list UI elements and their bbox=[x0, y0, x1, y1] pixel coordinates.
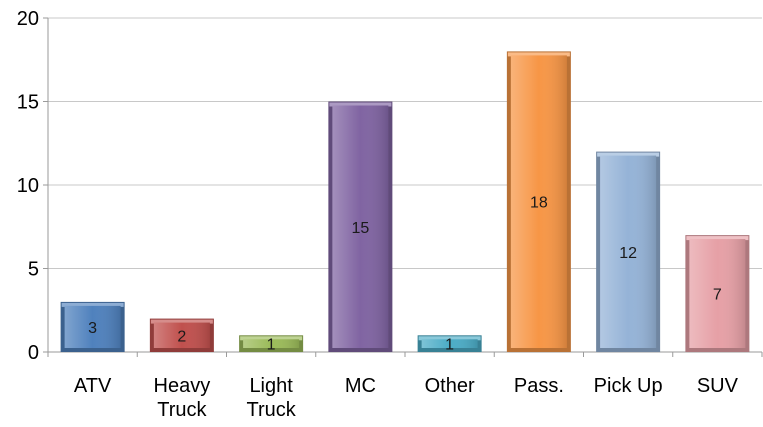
bar-top-highlight bbox=[507, 52, 570, 57]
bar-mc bbox=[328, 101, 393, 352]
data-label-other: 1 bbox=[445, 337, 454, 354]
bar-light-truck bbox=[239, 335, 304, 352]
data-labels: 3 2 1 15 1 18 12 7 bbox=[88, 195, 722, 354]
x-tick-label-light-truck: Light Truck bbox=[246, 375, 296, 421]
data-label-pick-up: 12 bbox=[619, 245, 637, 262]
x-tick-label-line: Truck bbox=[157, 399, 207, 421]
bar-sheen bbox=[153, 322, 210, 348]
y-tick-label: 15 bbox=[17, 92, 39, 114]
data-label-heavy-truck: 2 bbox=[177, 328, 186, 345]
y-axis-tick-labels: 0 5 10 15 20 bbox=[17, 8, 39, 364]
y-tick-label: 20 bbox=[17, 8, 39, 30]
bar-top-highlight bbox=[329, 102, 392, 107]
bar-other bbox=[417, 335, 482, 352]
bar-top-highlight bbox=[150, 319, 213, 324]
bar-top-highlight bbox=[240, 336, 303, 341]
data-label-light-truck: 1 bbox=[267, 337, 276, 354]
x-tick-label-atv: ATV bbox=[74, 375, 112, 397]
x-tick-label-line: ATV bbox=[74, 375, 112, 397]
bar-sheen bbox=[64, 305, 121, 348]
x-tick-label-heavy-truck: Heavy Truck bbox=[154, 375, 211, 421]
x-tick-label-pass: Pass. bbox=[514, 375, 564, 397]
x-tick-label-line: Other bbox=[425, 375, 475, 397]
bars bbox=[60, 51, 750, 353]
x-tick-label-pick-up: Pick Up bbox=[594, 375, 663, 397]
bar-suv bbox=[685, 235, 750, 352]
x-tick-label-line: SUV bbox=[697, 375, 739, 397]
bar-sheen bbox=[689, 239, 746, 348]
bar-sheen bbox=[243, 339, 300, 348]
y-tick-label: 0 bbox=[28, 342, 39, 364]
y-tick-label: 10 bbox=[17, 175, 39, 197]
x-tick-label-other: Other bbox=[425, 375, 475, 397]
bar-top-highlight bbox=[686, 236, 749, 241]
bar-sheen bbox=[332, 105, 389, 348]
bar-pass bbox=[506, 51, 571, 353]
bar-top-highlight bbox=[418, 336, 481, 341]
data-label-pass: 18 bbox=[530, 195, 548, 212]
bar-sheen bbox=[421, 339, 478, 348]
x-tick-label-line: Pick Up bbox=[594, 375, 663, 397]
data-label-mc: 15 bbox=[351, 220, 369, 237]
x-tick-label-line: Pass. bbox=[514, 375, 564, 397]
x-tick-label-line: Heavy bbox=[154, 375, 211, 397]
bar-top-highlight bbox=[61, 302, 124, 307]
x-tick-label-line: MC bbox=[345, 375, 376, 397]
bar-pick-up bbox=[596, 151, 661, 352]
bar-heavy-truck bbox=[149, 318, 214, 352]
x-tick-label-suv: SUV bbox=[697, 375, 739, 397]
bar-top-highlight bbox=[597, 152, 660, 157]
x-tick-label-line: Truck bbox=[246, 399, 296, 421]
y-tick-label: 5 bbox=[28, 259, 39, 281]
x-tick-label-line: Light bbox=[249, 375, 293, 397]
bar-atv bbox=[60, 301, 125, 352]
bar-sheen bbox=[600, 155, 657, 348]
bar-sheen bbox=[510, 55, 567, 349]
data-label-atv: 3 bbox=[88, 320, 97, 337]
data-label-suv: 7 bbox=[713, 287, 722, 304]
x-tick-label-mc: MC bbox=[345, 375, 376, 397]
